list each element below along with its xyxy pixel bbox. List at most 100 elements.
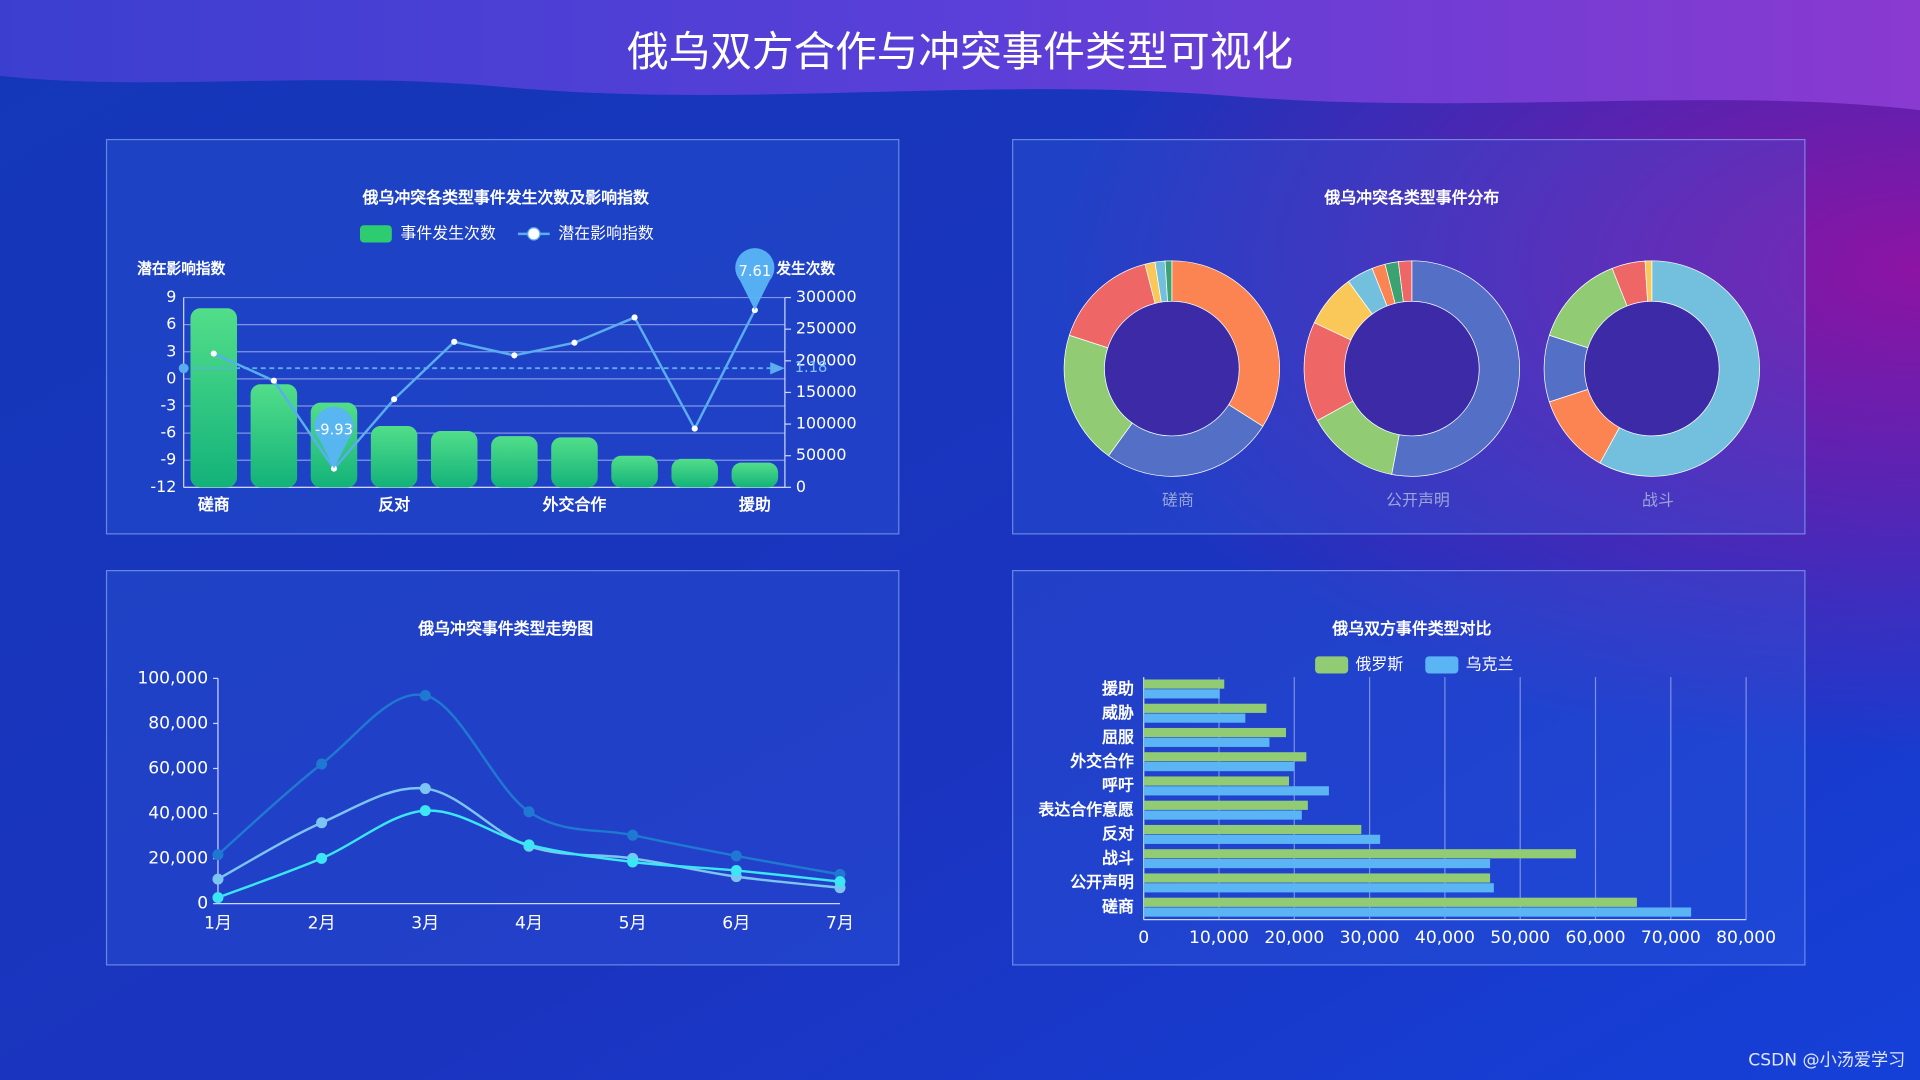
donut-segment	[1599, 260, 1760, 477]
bar	[1143, 824, 1362, 835]
mark-point-label: -9.93	[315, 422, 353, 439]
legend-label: 潜在影响指数	[558, 223, 654, 242]
line-point	[212, 892, 224, 904]
y-tick-label: 反对	[1102, 824, 1134, 843]
y-tick-label: -6	[160, 423, 176, 442]
panel-frame	[105, 570, 900, 966]
x-tick-label: 0	[1138, 928, 1149, 948]
bar	[190, 308, 237, 488]
panel: 俄乌双方事件类型对比 0 10,000 20,000 30,000 40,000 50,00…	[1012, 570, 1806, 966]
y-tick-label: 威胁	[1102, 703, 1134, 722]
bar	[611, 455, 658, 488]
title-banner	[0, 0, 1920, 111]
x-tick-label: 10,000	[1189, 928, 1249, 948]
chart-title: 俄乌双方事件类型对比	[1331, 619, 1491, 638]
donut-segment	[1171, 260, 1280, 427]
legend-swatch	[527, 227, 541, 241]
line-point	[834, 876, 846, 888]
x-tick-label: 40,000	[1415, 928, 1475, 948]
x-tick-label: 外交合作	[542, 495, 607, 514]
x-tick-label: 60,000	[1566, 928, 1626, 948]
bar	[491, 436, 538, 488]
bar	[1143, 703, 1267, 713]
y-tick-label: 3	[166, 341, 176, 360]
line-point	[316, 758, 328, 770]
line-point	[270, 377, 277, 384]
donut-segment	[1644, 260, 1653, 302]
line-point	[212, 849, 224, 861]
line-point	[691, 425, 698, 432]
chart-title: 俄乌冲突各类型事件分布	[1323, 188, 1499, 207]
y-tick-label: -9	[160, 450, 176, 469]
bar	[1143, 800, 1308, 810]
y-tick-label: -12	[150, 477, 176, 496]
donut-label: 战斗	[1642, 490, 1674, 509]
y-tick-label: 公开声明	[1070, 873, 1134, 892]
line-point	[627, 856, 639, 868]
y2-tick-label: 200000	[796, 350, 857, 369]
chart-title: 俄乌冲突事件类型走势图	[417, 619, 593, 638]
mark-point-pin	[735, 248, 775, 311]
y-tick-label: 0	[197, 894, 208, 914]
bar	[1143, 679, 1225, 689]
donut-hole	[1345, 301, 1479, 436]
watermark: CSDN @小汤爱学习	[1748, 1050, 1905, 1070]
line-point	[730, 865, 742, 877]
y-tick-label: 100,000	[137, 668, 208, 688]
y2-tick-label: 50000	[796, 445, 847, 464]
bar	[1143, 786, 1329, 796]
bar	[1143, 776, 1290, 786]
x-tick-label: 2月	[308, 913, 336, 933]
y-tick-label: 战斗	[1102, 848, 1134, 867]
donut-segment	[1391, 260, 1520, 477]
donut-hole	[1105, 301, 1239, 436]
page-title: 俄乌双方合作与冲突事件类型可视化	[627, 27, 1293, 76]
line-point	[419, 689, 431, 702]
y-tick-label: 9	[166, 287, 176, 306]
x-tick-label: 1月	[204, 913, 232, 933]
bar	[430, 431, 478, 488]
y-axis-title: 潜在影响指数	[137, 259, 225, 277]
y-tick-label: 表达合作意愿	[1037, 800, 1134, 819]
legend-swatch	[1425, 656, 1459, 674]
x-tick-label: 反对	[378, 495, 410, 514]
panel: 俄乌冲突事件类型走势图 0 20,000 40,000 60,000 80,000 100,…	[105, 570, 900, 966]
bar	[1143, 897, 1637, 907]
y2-axis-title: 发生次数	[775, 259, 835, 277]
y-tick-label: 80,000	[148, 713, 208, 733]
x-tick-label: 20,000	[1264, 928, 1324, 948]
mark-point-label: 7.61	[738, 263, 771, 280]
bar	[551, 437, 598, 488]
line-point	[523, 806, 535, 818]
x-tick-label: 5月	[619, 913, 647, 933]
bar	[370, 425, 418, 488]
line-point	[523, 839, 535, 851]
y-tick-label: 援助	[1102, 679, 1134, 698]
legend-swatch	[360, 225, 392, 243]
x-tick-label: 3月	[411, 913, 439, 933]
bar	[1143, 849, 1576, 859]
donut-segment	[1164, 260, 1173, 302]
mark-point-pin	[314, 406, 354, 469]
line-point	[419, 783, 431, 795]
line-point	[210, 350, 217, 357]
line-point	[730, 850, 742, 862]
x-tick-label: 70,000	[1641, 928, 1701, 948]
donut-hole	[1585, 301, 1719, 436]
bar	[1143, 907, 1692, 917]
line-point	[316, 817, 328, 829]
line-point	[391, 396, 398, 403]
mark-line-label: 1.18	[795, 359, 828, 376]
y-tick-label: 6	[166, 314, 176, 333]
x-tick-label: 7月	[826, 913, 854, 933]
y2-tick-label: 300000	[796, 287, 857, 306]
bar	[1143, 810, 1302, 820]
y-tick-label: -3	[160, 396, 176, 415]
chart-title: 俄乌冲突各类型事件发生次数及影响指数	[362, 188, 649, 207]
line-point	[316, 852, 328, 864]
legend-label: 俄罗斯	[1356, 654, 1404, 673]
legend-label: 乌克兰	[1466, 654, 1514, 673]
